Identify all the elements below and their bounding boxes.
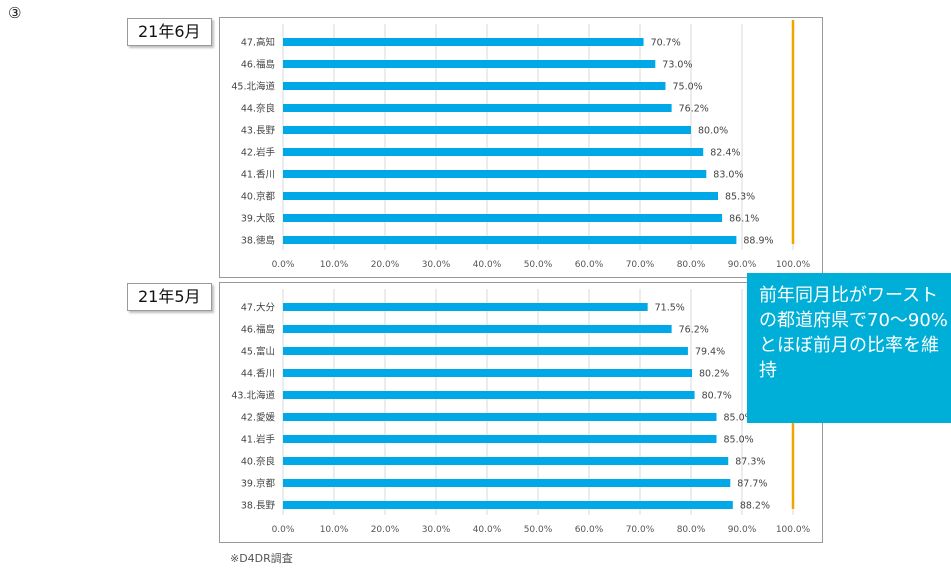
value-label: 79.4%: [695, 347, 725, 358]
bar: [283, 479, 731, 487]
category-label: 38.徳島: [241, 235, 275, 247]
x-tick-label: 40.0%: [473, 260, 502, 270]
x-tick-label: 70.0%: [626, 525, 655, 535]
x-tick-label: 80.0%: [677, 260, 706, 270]
category-label: 45.富山: [241, 346, 275, 358]
x-tick-label: 60.0%: [575, 260, 604, 270]
value-label: 88.9%: [743, 236, 773, 247]
x-tick-label: 70.0%: [626, 260, 655, 270]
bar: [283, 38, 644, 46]
x-tick-label: 40.0%: [473, 525, 502, 535]
category-label: 39.京都: [241, 478, 276, 490]
bar: [283, 501, 733, 509]
value-label: 85.0%: [724, 435, 754, 446]
category-label: 43.長野: [241, 126, 276, 137]
x-tick-label: 0.0%: [272, 260, 295, 270]
x-tick-label: 60.0%: [575, 525, 604, 535]
value-label: 80.2%: [699, 369, 729, 380]
chart-may: 0.0% 10.0% 20.0% 30.0% 40.0% 50.0% 60.0% 70.0% 8…: [219, 282, 823, 543]
value-label: 87.7%: [737, 479, 767, 490]
x-tick-label: 90.0%: [728, 525, 757, 535]
x-tick-label: 0.0%: [272, 525, 295, 535]
x-tick-label: 10.0%: [320, 260, 349, 270]
value-label: 80.0%: [698, 126, 728, 137]
source-note: ※D4DR調査: [230, 552, 293, 565]
category-label: 42.岩手: [241, 147, 276, 159]
period-label-may: 21年5月: [127, 283, 212, 311]
value-label: 80.7%: [702, 391, 732, 402]
x-tick-label: 10.0%: [320, 525, 349, 535]
value-label: 85.3%: [725, 192, 755, 203]
bar: [283, 369, 693, 377]
bar: [283, 347, 688, 355]
value-label: 73.0%: [662, 60, 692, 71]
value-label: 83.0%: [713, 170, 743, 181]
x-tick-label: 100.0%: [776, 525, 811, 535]
bar: [283, 170, 707, 178]
bar: [283, 325, 672, 333]
value-label: 86.1%: [729, 214, 759, 225]
bar: [283, 391, 695, 399]
bar: [283, 60, 656, 68]
category-label: 47.大分: [241, 302, 276, 314]
x-tick-label: 100.0%: [776, 260, 811, 270]
chart-svg: 0.0% 10.0% 20.0% 30.0% 40.0% 50.0% 60.0% 70.0% 8…: [231, 285, 811, 535]
chart-svg: 0.0% 10.0% 20.0% 30.0% 40.0% 50.0% 60.0% 70.0% 8…: [231, 20, 811, 270]
category-label: 44.香川: [241, 369, 275, 380]
bar: [283, 82, 666, 90]
category-label: 39.大阪: [241, 213, 276, 225]
x-tick-label: 20.0%: [371, 260, 400, 270]
category-label: 45.北海道: [231, 81, 275, 93]
value-label: 71.5%: [655, 303, 685, 314]
chart-june: 0.0% 10.0% 20.0% 30.0% 40.0% 50.0% 60.0% 70.0% 8…: [219, 17, 823, 278]
bar: [283, 236, 737, 244]
bar: [283, 126, 691, 134]
x-tick-label: 30.0%: [422, 260, 451, 270]
category-label: 43.北海道: [231, 390, 275, 402]
value-label: 70.7%: [651, 38, 681, 49]
x-tick-label: 50.0%: [524, 260, 553, 270]
x-tick-label: 20.0%: [371, 525, 400, 535]
x-tick-label: 30.0%: [422, 525, 451, 535]
section-marker: ③: [8, 4, 22, 22]
value-label: 87.3%: [735, 457, 765, 468]
value-label: 76.2%: [679, 325, 709, 336]
category-label: 38.長野: [241, 501, 276, 512]
category-label: 46.福島: [241, 59, 275, 71]
bar: [283, 148, 704, 156]
callout-box: 前年同月比がワーストの都道府県で70〜90%とほぼ前月の比率を維持: [747, 273, 951, 423]
category-label: 47.高知: [241, 37, 275, 49]
value-label: 88.2%: [740, 501, 770, 512]
category-label: 41.香川: [241, 170, 275, 181]
bar: [283, 457, 729, 465]
x-tick-label: 90.0%: [728, 260, 757, 270]
bar: [283, 435, 717, 443]
x-tick-label: 50.0%: [524, 525, 553, 535]
x-tick-label: 80.0%: [677, 525, 706, 535]
bar: [283, 104, 672, 112]
value-label: 75.0%: [673, 82, 703, 93]
category-label: 46.福島: [241, 324, 275, 336]
category-label: 40.奈良: [241, 456, 276, 468]
category-label: 42.愛媛: [241, 412, 276, 424]
bar: [283, 192, 719, 200]
category-label: 40.京都: [241, 191, 276, 203]
bar: [283, 303, 648, 311]
category-label: 44.奈良: [241, 103, 276, 115]
bar: [283, 214, 723, 222]
category-label: 41.岩手: [241, 434, 276, 446]
value-label: 85.0%: [724, 413, 754, 424]
value-label: 76.2%: [679, 104, 709, 115]
bar: [283, 413, 717, 421]
period-label-june: 21年6月: [127, 18, 212, 46]
value-label: 82.4%: [710, 148, 740, 159]
